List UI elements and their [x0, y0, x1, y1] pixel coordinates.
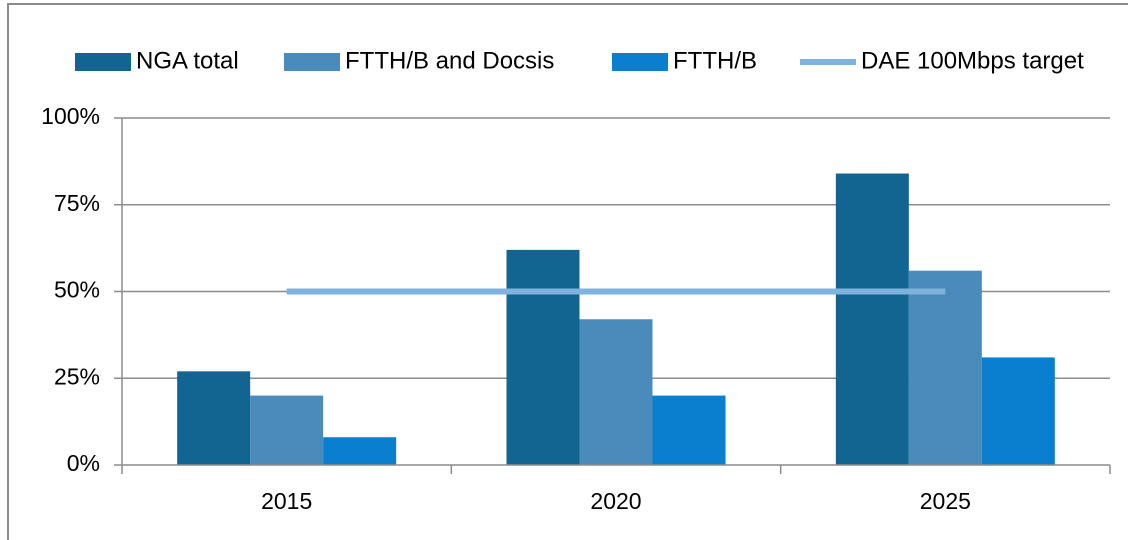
- y-tick-label: 0%: [67, 450, 100, 476]
- legend-label: FTTH/B: [673, 47, 757, 74]
- x-tick-label: 2025: [920, 488, 971, 514]
- legend-label: FTTH/B and Docsis: [345, 47, 554, 74]
- legend-label: DAE 100Mbps target: [861, 47, 1084, 74]
- x-tick-label: 2015: [261, 488, 312, 514]
- bar: [250, 395, 324, 465]
- legend-swatch: [284, 53, 340, 71]
- legend-swatch: [612, 53, 668, 71]
- bar: [506, 249, 580, 465]
- y-tick-label: 75%: [54, 190, 100, 216]
- bar: [652, 395, 726, 465]
- bar: [323, 437, 397, 465]
- bar: [177, 371, 251, 465]
- x-tick-label: 2020: [590, 488, 641, 514]
- bar: [908, 270, 982, 465]
- y-tick-label: 50%: [54, 277, 100, 303]
- y-tick-label: 25%: [54, 363, 100, 389]
- y-tick-label: 100%: [41, 103, 100, 129]
- bar: [835, 173, 909, 465]
- legend-swatch: [75, 53, 131, 71]
- legend-label: NGA total: [136, 47, 239, 74]
- bar: [981, 357, 1055, 465]
- bar: [579, 319, 653, 465]
